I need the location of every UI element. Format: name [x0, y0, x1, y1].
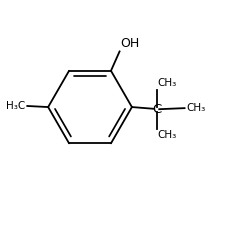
- Text: CH₃: CH₃: [157, 130, 176, 140]
- Text: CH₃: CH₃: [185, 103, 205, 113]
- Text: C: C: [151, 103, 160, 116]
- Text: OH: OH: [120, 37, 139, 50]
- Text: H₃C: H₃C: [6, 101, 25, 111]
- Text: CH₃: CH₃: [157, 78, 176, 88]
